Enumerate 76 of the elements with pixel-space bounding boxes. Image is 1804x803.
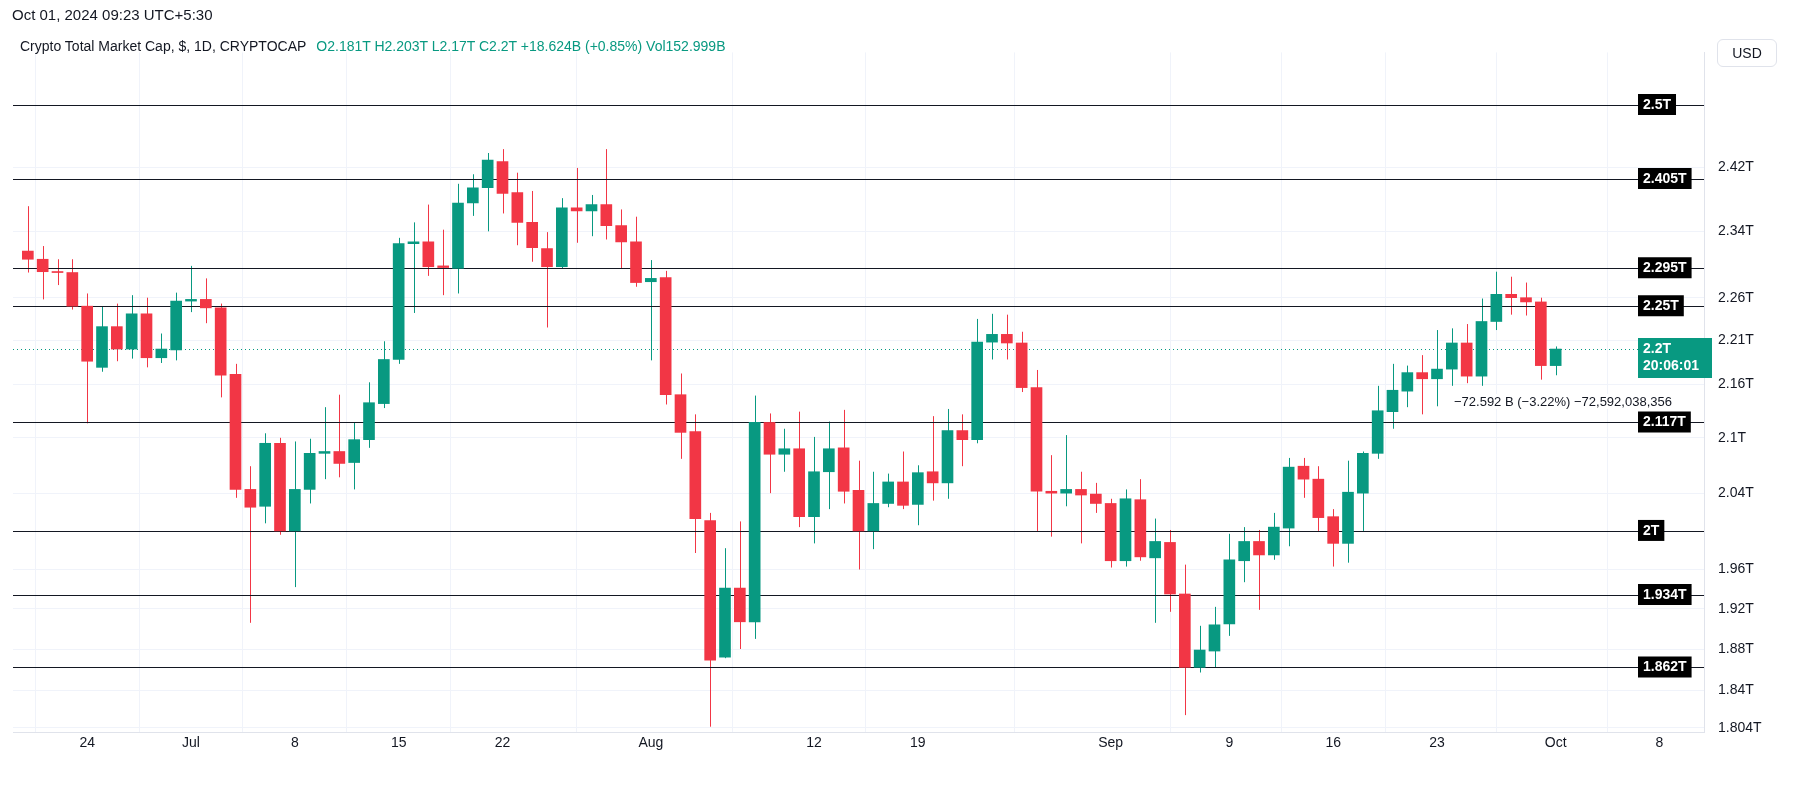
candlestick: [1505, 276, 1517, 316]
y-tick-label: 2.04T: [1718, 484, 1755, 500]
chart-title: Crypto Total Market Cap, $, 1D, CRYPTOCAP: [20, 38, 307, 54]
y-tick-label: 1.84T: [1718, 680, 1755, 697]
y-tick-label: 2.42T: [1718, 158, 1755, 175]
text: USD: [1717, 39, 1777, 67]
candlestick: [1075, 471, 1087, 544]
chart-subtitle: O2.181T H2.203T L2.17T C2.2T +18.624B (+0.85%) Vol152.999B: [316, 38, 726, 54]
candlestick: [570, 167, 583, 244]
candlestick: [22, 205, 34, 274]
ref-line-label: 1.862T: [1643, 658, 1688, 675]
candlestick: [1401, 365, 1414, 408]
x-tick-label: 23: [1429, 734, 1445, 751]
x-tick-label: Oct: [1544, 734, 1567, 751]
candlestick: [348, 421, 360, 490]
x-tick-label: 24: [79, 734, 96, 751]
candlestick: [1193, 625, 1206, 674]
y-tick-label: 1.88T: [1718, 639, 1755, 656]
candlestick: [51, 258, 64, 286]
ref-line-label: 2.5T: [1643, 95, 1672, 112]
annotation: −72.592 B (−3.22%) −72,592,038,356: [1452, 394, 1674, 409]
x-tick-label: 16: [1325, 734, 1342, 751]
x-tick-label: 8: [290, 734, 299, 751]
ref-line-label: 2.405T: [1643, 169, 1688, 186]
y-tick-label: 1.96T: [1718, 560, 1755, 577]
x-tick-label: 8: [1655, 734, 1664, 751]
candlestick: [200, 277, 212, 324]
x-tick-label: Jul: [182, 734, 200, 751]
y-tick-label: 2.34T: [1718, 222, 1755, 239]
y-tick-label: 2.26T: [1718, 288, 1755, 305]
candlestick: [882, 473, 894, 508]
ref-line-label: 2.117T: [1643, 413, 1687, 430]
candlestick: [1149, 518, 1161, 624]
candlestick: [1386, 363, 1399, 430]
candlestick: [333, 394, 346, 478]
candlestick: [585, 194, 598, 237]
x-tick-label: 22: [494, 734, 511, 751]
text: Oct 01, 2024 09:23 UTC+5:30: [12, 6, 213, 23]
annotation: 20:06:01: [1642, 357, 1701, 375]
ref-line-label: 2T: [1643, 521, 1660, 538]
x-tick-label: Sep: [1098, 734, 1124, 751]
y-tick-label: 2.1T: [1718, 428, 1747, 445]
candlestick: [1416, 354, 1428, 415]
candlestick: [926, 415, 939, 502]
y-tick-label: 2.16T: [1718, 374, 1755, 391]
x-tick-label: 15: [390, 734, 407, 751]
candlestick: [244, 465, 257, 624]
candlestick: [36, 245, 49, 300]
candlestick: [778, 428, 791, 473]
ref-line-label: 2.2T: [1643, 339, 1672, 356]
candlestick: [155, 333, 168, 364]
candlestick: [1090, 482, 1102, 514]
candlestick: [1001, 314, 1013, 360]
candlestick: [823, 421, 835, 510]
x-tick-label: Aug: [638, 734, 664, 751]
x-tick-label: 19: [910, 734, 926, 751]
candlestick: [956, 413, 969, 467]
candlestick: [615, 208, 627, 269]
candlestick: [111, 303, 123, 362]
candlestick: [1520, 282, 1532, 317]
y-tick-label: 2.21T: [1718, 331, 1755, 348]
ref-line-label: 2.25T: [1643, 297, 1680, 314]
y-tick-label: 1.804T: [1718, 718, 1763, 735]
candlestick: [467, 173, 479, 217]
x-tick-label: 12: [806, 734, 822, 751]
ref-line-label: 2.295T: [1643, 259, 1688, 276]
ref-line-label: 1.934T: [1643, 585, 1688, 602]
candlestick: [1238, 526, 1250, 583]
candlestick: [541, 231, 553, 328]
x-tick-label: 9: [1225, 734, 1234, 751]
candlestick: [1060, 434, 1072, 507]
candlestick: [600, 148, 613, 240]
candlestick: [1253, 529, 1265, 611]
y-tick-label: 1.92T: [1718, 599, 1755, 616]
candlestick: [318, 406, 331, 480]
candlestick: [1297, 457, 1310, 499]
